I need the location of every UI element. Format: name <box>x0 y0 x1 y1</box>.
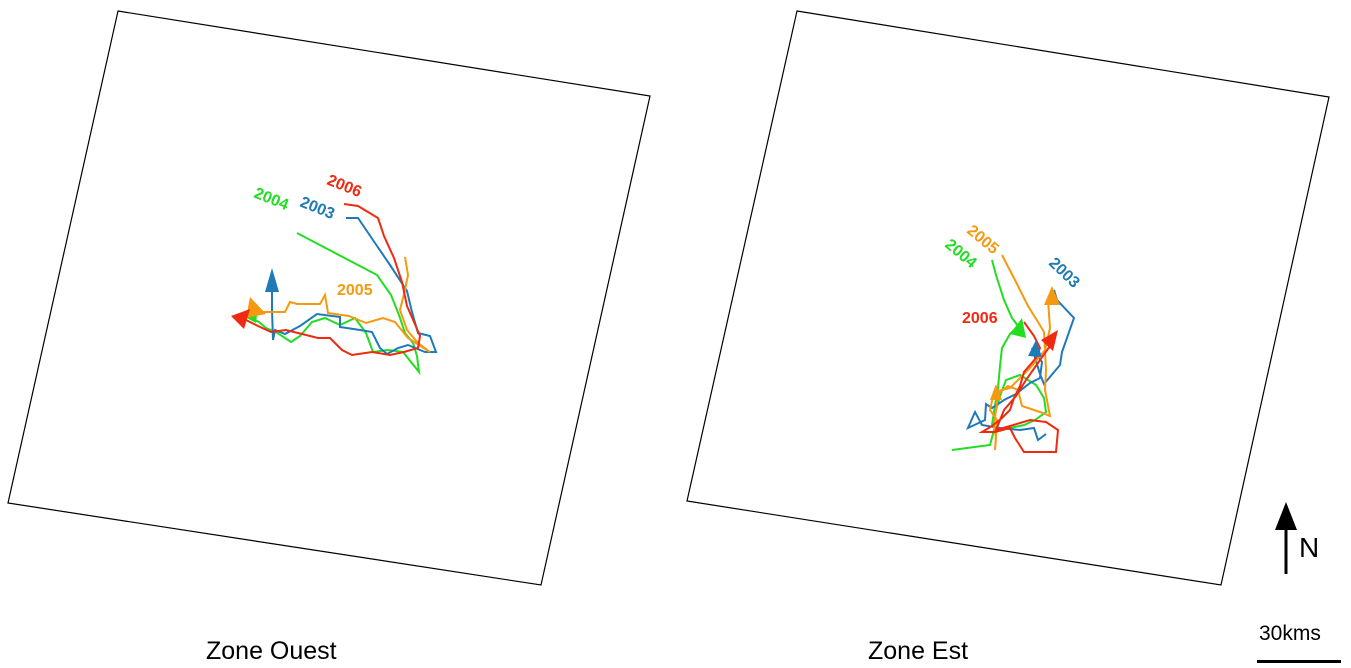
arrowhead-ouest-2006 <box>231 309 250 329</box>
track-ouest-2004 <box>244 232 421 376</box>
track-est-2006 <box>978 321 1060 453</box>
north-arrow-icon <box>1275 502 1297 530</box>
label-est-2003: 2003 <box>1045 255 1082 292</box>
arrowhead-ouest-2003 <box>265 268 279 292</box>
label-ouest-2006: 2006 <box>325 172 364 201</box>
track-ouest-2006 <box>245 203 422 357</box>
zone-ouest-title: Zone Ouest <box>206 637 337 665</box>
arrowhead-ouest-2005 <box>246 297 266 318</box>
zone-est-title: Zone Est <box>868 637 969 665</box>
north-arrow <box>1275 502 1297 574</box>
zone-ouest-frame <box>7 10 651 586</box>
scale-bar <box>1257 660 1341 663</box>
zone-est: 2005 2004 2003 2006 <box>686 10 1330 586</box>
label-ouest-2004: 2004 <box>252 185 291 214</box>
arrowhead-est-2005-upper <box>1044 286 1060 305</box>
north-label: N <box>1299 532 1320 563</box>
zone-est-frame <box>686 10 1330 586</box>
arrowhead-est-2005-lower <box>990 384 1002 400</box>
label-ouest-2005: 2005 <box>337 282 373 299</box>
track-ouest-2005 <box>254 256 431 353</box>
label-ouest-2003: 2003 <box>298 194 337 223</box>
label-est-2006: 2006 <box>962 310 998 327</box>
scale-label: 30kms <box>1259 622 1321 645</box>
zone-ouest: 2004 2003 2006 2005 <box>7 10 651 586</box>
arrowhead-est-2003 <box>1028 340 1042 357</box>
arrowhead-est-2004 <box>1010 318 1026 338</box>
arrowhead-est-2006 <box>1041 330 1058 351</box>
